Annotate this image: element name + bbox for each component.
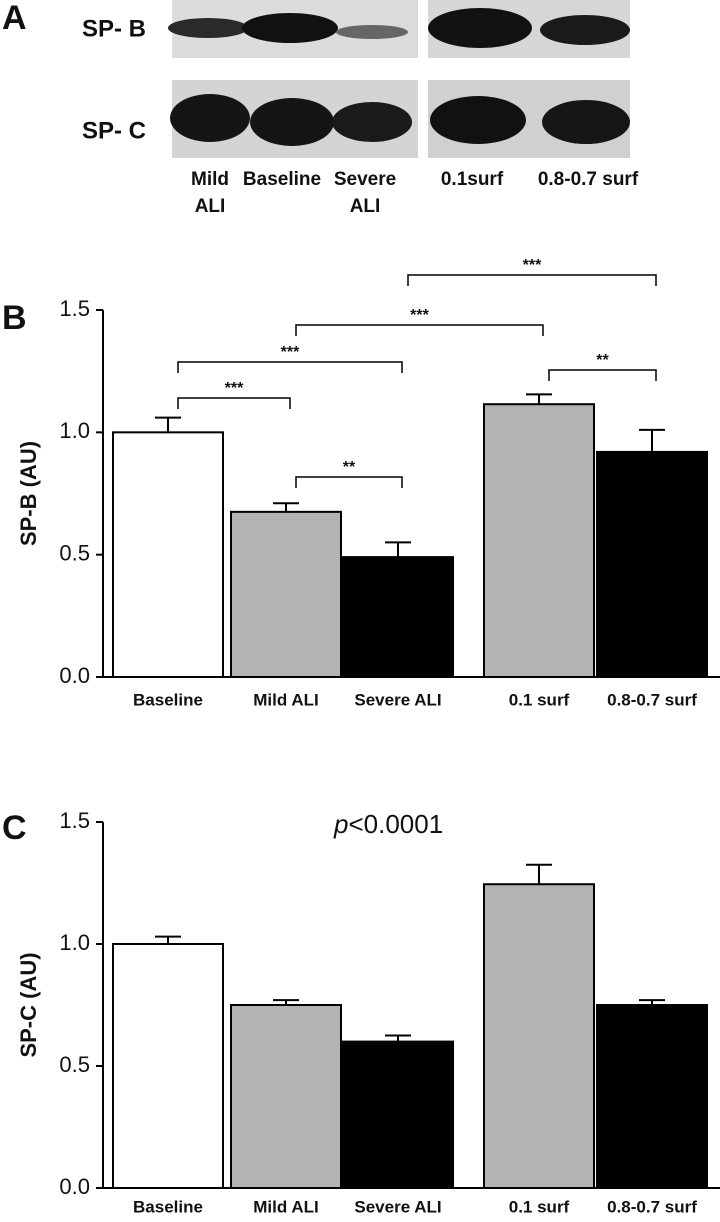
x-tick-label: Severe ALI <box>354 1197 441 1216</box>
significance-label: *** <box>523 257 542 274</box>
bar <box>342 1040 454 1189</box>
significance-label: *** <box>410 307 429 324</box>
significance-label: *** <box>281 344 300 361</box>
band <box>250 98 334 146</box>
blot-label: SP- B <box>82 15 146 42</box>
lane-label: ALI <box>350 196 381 217</box>
x-tick-label: Baseline <box>133 690 203 709</box>
bar <box>230 1004 342 1189</box>
band <box>540 15 630 45</box>
bar <box>483 883 595 1189</box>
band <box>168 18 248 38</box>
band <box>170 94 250 142</box>
significance-bracket <box>177 361 403 373</box>
lane-label: ALI <box>195 196 226 217</box>
bar <box>596 1004 708 1189</box>
lane-label: 0.1surf <box>441 169 504 190</box>
lane-label: Baseline <box>243 169 321 190</box>
band <box>430 96 526 144</box>
panel-letter: A <box>2 0 27 37</box>
significance-bracket <box>295 476 403 488</box>
y-axis-label: SP-C (AU) <box>16 952 41 1057</box>
significance-bracket <box>295 324 544 336</box>
x-tick-label: 0.1 surf <box>509 690 570 709</box>
x-tick-label: Severe ALI <box>354 690 441 709</box>
significance-bracket <box>548 369 657 381</box>
bar <box>342 556 454 679</box>
significance-label: ** <box>343 459 356 476</box>
y-tick-label: 0.5 <box>59 540 90 565</box>
panel-letter: C <box>2 809 27 847</box>
bar <box>596 450 708 679</box>
y-tick-label: 0.5 <box>59 1052 90 1077</box>
y-tick-label: 1.0 <box>59 418 90 443</box>
x-tick-label: 0.1 surf <box>509 1197 570 1216</box>
bar <box>112 943 224 1189</box>
blot-label: SP- C <box>82 117 146 144</box>
x-tick-label: Baseline <box>133 1197 203 1216</box>
band <box>242 13 338 43</box>
annotation-part: <0.0001 <box>348 809 443 839</box>
y-tick-label: 0.0 <box>59 663 90 688</box>
lane-label: Mild <box>191 169 229 190</box>
significance-label: ** <box>596 352 609 369</box>
significance-bracket <box>407 274 657 286</box>
x-tick-label: Mild ALI <box>253 1197 318 1216</box>
bar <box>112 431 224 679</box>
panel-letter: B <box>2 299 27 337</box>
band <box>332 102 412 142</box>
band <box>428 8 532 48</box>
annotation: p<0.0001 <box>333 809 443 839</box>
bar <box>230 510 342 678</box>
y-tick-label: 1.5 <box>59 808 90 833</box>
band <box>542 100 630 144</box>
significance-label: *** <box>225 380 244 397</box>
y-tick-label: 1.0 <box>59 930 90 955</box>
y-axis-label: SP-B (AU) <box>16 441 41 546</box>
lane-label: Severe <box>334 169 396 190</box>
y-tick-label: 0.0 <box>59 1174 90 1199</box>
x-tick-label: Mild ALI <box>253 690 318 709</box>
annotation-part: p <box>333 809 348 839</box>
blot <box>168 0 630 158</box>
bar <box>483 403 595 678</box>
lane-label: 0.8-0.7 surf <box>538 169 639 190</box>
y-tick-label: 1.5 <box>59 296 90 321</box>
x-tick-label: 0.8-0.7 surf <box>607 1197 697 1216</box>
significance-bracket <box>177 397 291 409</box>
x-tick-label: 0.8-0.7 surf <box>607 690 697 709</box>
band <box>336 25 408 39</box>
